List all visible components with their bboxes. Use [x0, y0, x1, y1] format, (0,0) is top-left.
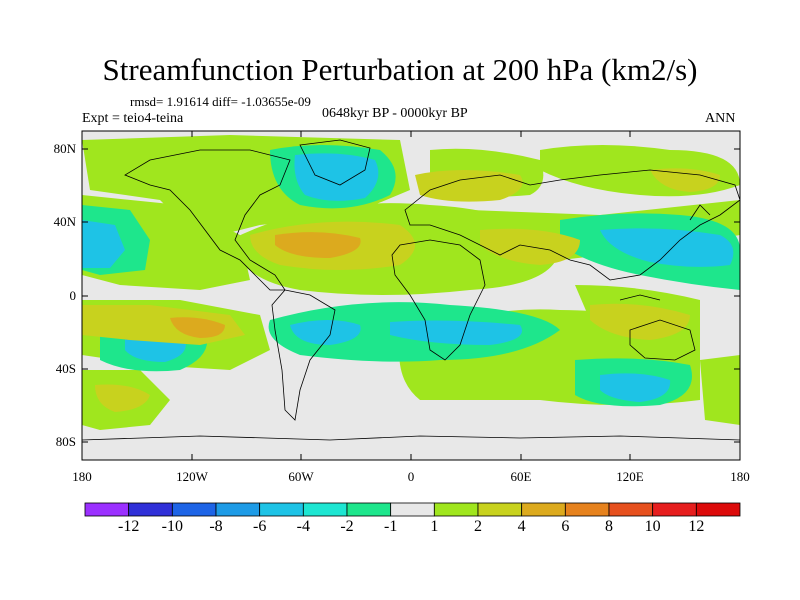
colorbar-swatch [433, 502, 479, 517]
colorbar-label: 6 [561, 518, 570, 535]
colorbar-swatch [477, 502, 523, 517]
colorbar-swatch [521, 502, 566, 517]
lon-label-60e: 60E [510, 469, 532, 484]
colorbar-swatch [695, 502, 741, 517]
season-label: ANN [705, 111, 736, 126]
lon-label-120e: 120E [616, 469, 644, 484]
colorbar-swatch [564, 502, 610, 517]
lon-label-180e: 180 [730, 469, 750, 484]
colorbar-swatch [608, 502, 654, 517]
colorbar-swatch [84, 502, 130, 517]
colorbar-swatch [259, 502, 304, 517]
colorbar-label: -2 [340, 518, 354, 535]
coastlines [82, 139, 740, 441]
colorbar-label: -10 [161, 518, 183, 535]
lat-label-40n: 40N [53, 214, 76, 229]
experiment-label: Expt = teio4-teina [82, 111, 184, 126]
lat-label-eq: 0 [69, 288, 77, 303]
lon-label-120w: 120W [176, 469, 208, 484]
colorbar-label: 8 [605, 518, 613, 535]
colorbar-label: 12 [688, 518, 705, 535]
lon-label-0: 0 [407, 469, 415, 484]
colorbar-label: -4 [296, 518, 310, 535]
colorbar-label: -1 [383, 518, 398, 535]
colorbar-swatch [390, 502, 435, 517]
lon-label-60w: 60W [288, 469, 314, 484]
lat-label-80s: 80S [55, 434, 76, 449]
lat-label-80n: 80N [53, 141, 76, 156]
colorbar-swatch [346, 502, 392, 517]
colorbar-swatch [652, 502, 697, 517]
colorbar-label: 2 [474, 518, 482, 535]
time-period-label: 0648kyr BP - 0000kyr BP [322, 106, 468, 121]
colorbar-label: -8 [209, 518, 223, 535]
colorbar-label: 1 [430, 518, 439, 535]
colorbar-swatch [302, 502, 348, 517]
colorbar-swatch [215, 502, 261, 517]
colorbar-label: 10 [644, 518, 661, 535]
lon-label-180w: 180 [72, 469, 92, 484]
colorbar-label: 4 [517, 518, 526, 535]
chart-title: Streamfunction Perturbation at 200 hPa (… [102, 52, 698, 87]
colorbar-swatch [171, 502, 217, 517]
colorbar-label: -12 [117, 518, 140, 535]
lat-label-40s: 40S [55, 361, 76, 376]
colorbar-label: -6 [252, 518, 267, 535]
colorbar-swatch [128, 502, 173, 517]
rmsd-diff-stats: rmsd= 1.91614 diff= -1.03655e-09 [130, 94, 311, 109]
axis-ticks [82, 131, 740, 460]
colorbar [84, 502, 741, 517]
contour-fields [82, 135, 740, 430]
